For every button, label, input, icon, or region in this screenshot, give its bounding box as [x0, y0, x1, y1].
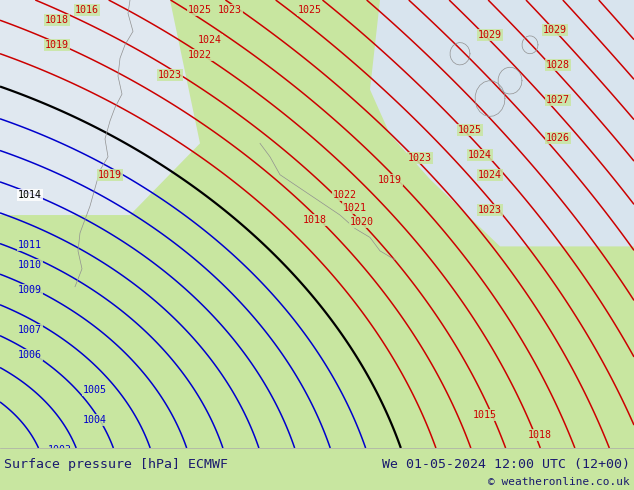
Text: 1023: 1023 — [478, 205, 502, 215]
Text: 1024: 1024 — [468, 150, 492, 160]
Text: 1014: 1014 — [18, 190, 42, 200]
Text: 1023: 1023 — [158, 70, 182, 80]
Text: 1006: 1006 — [18, 350, 42, 360]
Text: 1016: 1016 — [75, 5, 99, 15]
Text: 1022: 1022 — [188, 50, 212, 60]
Text: 1018: 1018 — [303, 215, 327, 225]
Text: 1011: 1011 — [18, 240, 42, 250]
Text: 1004: 1004 — [83, 415, 107, 425]
Text: 1026: 1026 — [546, 133, 570, 143]
Text: 1018: 1018 — [528, 430, 552, 440]
Text: 1019: 1019 — [45, 40, 69, 50]
Text: 1025: 1025 — [188, 5, 212, 15]
Text: 1020: 1020 — [350, 217, 374, 227]
Text: 1018: 1018 — [45, 15, 69, 25]
Text: 1003: 1003 — [48, 445, 72, 455]
Text: 1009: 1009 — [18, 285, 42, 295]
Text: 1019: 1019 — [98, 170, 122, 180]
Text: 1027: 1027 — [546, 95, 570, 105]
Text: 1010: 1010 — [18, 260, 42, 270]
Text: 1021: 1021 — [343, 203, 367, 213]
Text: 1015: 1015 — [473, 410, 497, 420]
Text: 1023: 1023 — [218, 5, 242, 15]
Text: 1023: 1023 — [408, 153, 432, 163]
Polygon shape — [370, 0, 634, 246]
Text: Surface pressure [hPa] ECMWF: Surface pressure [hPa] ECMWF — [4, 458, 228, 471]
Text: 1024: 1024 — [478, 170, 502, 180]
Text: 1007: 1007 — [18, 325, 42, 335]
Text: 1025: 1025 — [298, 5, 322, 15]
Polygon shape — [0, 0, 200, 215]
Text: © weatheronline.co.uk: © weatheronline.co.uk — [488, 477, 630, 488]
Text: 1025: 1025 — [458, 125, 482, 135]
Text: 1024: 1024 — [198, 35, 222, 45]
Bar — [0, 448, 634, 490]
Text: 1028: 1028 — [546, 60, 570, 70]
Text: 1029: 1029 — [543, 25, 567, 35]
Text: 1029: 1029 — [478, 30, 502, 40]
Text: We 01-05-2024 12:00 UTC (12+00): We 01-05-2024 12:00 UTC (12+00) — [382, 458, 630, 471]
Text: 1019: 1019 — [378, 175, 402, 185]
Text: 1005: 1005 — [83, 385, 107, 395]
Text: 1022: 1022 — [333, 190, 357, 200]
